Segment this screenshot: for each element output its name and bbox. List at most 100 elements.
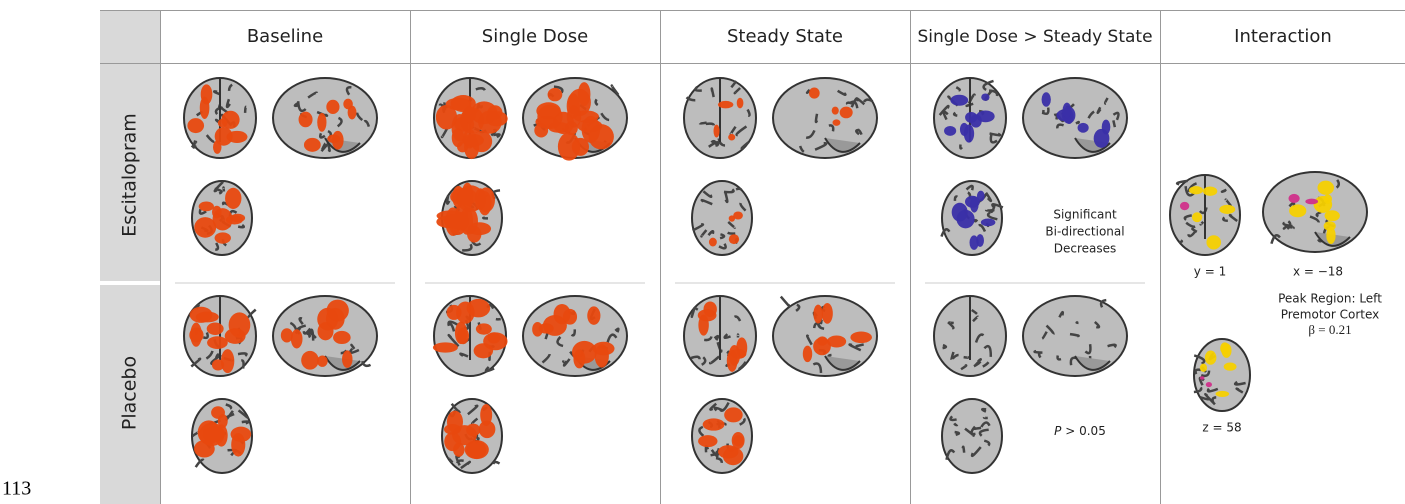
brain-fold [241,420,250,425]
brain-fold [978,428,989,437]
activation [214,232,231,244]
brain-fold [600,112,610,122]
brain-fold [298,317,304,325]
activation [211,406,225,419]
activation [728,234,740,245]
brain-fold [1282,224,1288,230]
brain-fold [336,116,343,128]
brain-fold [984,191,993,203]
brain-fold [690,307,696,318]
brain-fold [1075,320,1079,325]
activation [956,209,975,229]
brain-fold [945,449,956,461]
brain-fold [594,98,599,107]
activation [724,407,743,423]
activation [487,105,503,120]
brain-fold [1045,324,1055,335]
activation [450,95,476,112]
activation [813,304,823,324]
activation [435,104,458,130]
activation [280,328,293,343]
activation [487,332,501,344]
brain-slice [436,180,503,256]
activation [1191,212,1203,223]
brain-fold [1069,332,1080,338]
activation [831,106,839,115]
brain-slice [1022,77,1128,159]
column-header: Single Dose [482,26,588,47]
brain-fold [1041,331,1048,340]
brain-slice [941,398,1003,474]
brain-fold [982,361,990,368]
brain-fold [973,218,979,223]
peak-label: Peak Region: Left [1278,292,1382,306]
cerebellum [824,137,861,153]
slice-label: y = 1 [1194,265,1226,279]
activation [195,311,219,323]
brain-fold [1233,380,1246,386]
brain-fold [1058,310,1065,318]
brain-fold [701,356,707,366]
activation [553,303,571,325]
brain-fold [710,87,715,98]
brain-fold [972,315,980,323]
brain-fold [1315,210,1322,218]
activation [326,99,340,115]
activation [969,235,979,250]
brain-fold [1286,220,1292,230]
brain-slice [1193,338,1251,412]
brain-outline [691,180,753,256]
brain-fold [735,125,748,137]
activation [731,431,745,450]
row-label-column [100,10,160,504]
activation [726,349,738,372]
brain-fold [308,328,315,341]
brain-fold [237,224,246,229]
brain-fold [694,86,702,92]
brain-fold [719,233,726,240]
annotation: Bi-directional [1045,225,1124,239]
activation [1062,102,1072,119]
activation [451,114,468,142]
activation [1202,186,1218,196]
activation [290,329,303,349]
activation [466,423,481,437]
brain-fold [553,85,564,94]
brain-fold [302,327,312,335]
brain-outline [772,77,878,159]
brain-fold [982,79,994,92]
brain-fold [1112,120,1117,128]
activation [480,404,493,426]
brain-fold [950,351,955,360]
brain-fold [698,425,705,437]
brain-fold [1220,188,1227,193]
brain-fold [1187,182,1197,193]
brain-fold [704,336,713,342]
brain-fold [321,142,327,150]
brain-fold [1185,221,1196,228]
activation [478,420,496,439]
brain-fold [735,187,743,191]
brain-fold [705,122,716,126]
activation [850,331,872,344]
brain-fold [965,184,974,191]
brain-fold [363,119,371,127]
brain-fold [247,308,257,320]
activation [303,137,321,152]
brain-fold [202,332,209,340]
activation [317,355,328,367]
brain-fold [710,139,719,147]
brain-slice [772,295,878,377]
brain-fold [710,452,720,457]
activation [698,435,718,448]
brain-fold [856,97,866,106]
brain-fold [814,113,819,124]
slice-label: x = −18 [1293,265,1343,279]
brain-fold [350,343,356,350]
brain-fold [715,456,723,464]
cerebellum [824,355,861,371]
activation [950,94,969,106]
brain-fold [1206,387,1219,393]
brain-fold [440,128,449,139]
brain-fold [492,460,501,465]
